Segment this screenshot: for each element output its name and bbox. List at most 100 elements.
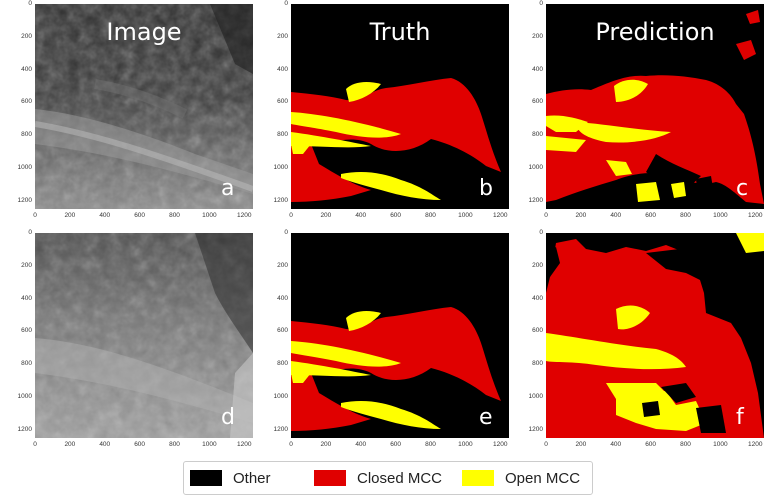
x-tick-label: 800 [425, 212, 436, 219]
x-tick-label: 1200 [237, 441, 252, 448]
y-tick-label: 0 [539, 0, 543, 7]
y-tick-label: 400 [21, 65, 32, 73]
x-tick-label: 400 [355, 441, 367, 448]
y-tick-label: 400 [277, 294, 288, 302]
panel-label-f: f [736, 405, 744, 430]
x-tick-label: 200 [320, 212, 332, 219]
panel-b-truth: Truth b [291, 4, 509, 209]
x-tick-label: 1000 [202, 441, 217, 448]
column-title-prediction: Prediction [595, 18, 715, 46]
x-tick-label: 0 [33, 441, 37, 448]
y-tick-label: 200 [532, 261, 543, 269]
y-tick-label: 200 [277, 261, 288, 269]
x-tick-label: 800 [680, 212, 691, 219]
x-tick-label: 600 [134, 212, 146, 219]
legend-swatch-closed-mcc [314, 470, 346, 486]
x-tick-label: 1000 [202, 212, 217, 219]
x-tick-label: 400 [99, 212, 111, 219]
x-tick-label: 200 [575, 441, 587, 448]
y-tick-label: 800 [277, 360, 288, 368]
x-tick-label: 1000 [713, 441, 728, 448]
x-tick-label: 400 [355, 212, 367, 219]
y-tick-label: 400 [277, 65, 288, 73]
y-tick-label: 1000 [273, 164, 288, 171]
x-tick-label: 0 [289, 212, 293, 219]
legend-item-closed-mcc: Closed MCC [314, 468, 442, 488]
x-tick-label: 600 [390, 212, 402, 219]
x-tick-label: 0 [33, 212, 37, 219]
x-tick-label: 200 [575, 212, 587, 219]
x-tick-label: 800 [169, 441, 180, 448]
y-tick-label: 1200 [17, 196, 32, 204]
x-tick-label: 400 [610, 212, 622, 219]
x-tick-label: 0 [289, 441, 293, 448]
legend-item-open-mcc: Open MCC [462, 468, 580, 488]
y-tick-label: 800 [277, 131, 288, 139]
legend-label-open-mcc: Open MCC [505, 469, 581, 487]
column-title-truth: Truth [369, 18, 431, 46]
y-tick-label: 600 [21, 98, 32, 106]
x-tick-label: 800 [425, 441, 436, 448]
y-tick-label: 1000 [17, 393, 32, 400]
y-tick-label: 200 [21, 261, 32, 269]
legend-swatch-open-mcc [462, 470, 494, 486]
y-tick-label: 600 [277, 327, 288, 335]
y-tick-label: 200 [21, 32, 32, 40]
y-tick-label: 1000 [528, 164, 543, 171]
x-tick-label: 200 [64, 441, 76, 448]
panel-label-e: e [479, 405, 493, 430]
panel-e-truth: e [291, 233, 509, 438]
x-tick-label: 0 [544, 212, 548, 219]
x-tick-label: 600 [645, 441, 657, 448]
x-tick-label: 200 [320, 441, 332, 448]
y-tick-label: 1000 [17, 164, 32, 171]
y-tick-label: 0 [284, 0, 288, 7]
x-tick-label: 600 [390, 441, 402, 448]
x-tick-label: 1000 [458, 212, 473, 219]
panel-label-d: d [221, 405, 235, 430]
y-tick-label: 200 [277, 32, 288, 40]
y-tick-label: 800 [532, 131, 543, 139]
y-tick-label: 400 [21, 294, 32, 302]
x-tick-label: 1000 [458, 441, 473, 448]
panel-a-image: Image a [35, 4, 253, 209]
panel-label-b: b [479, 176, 493, 201]
x-tick-label: 600 [134, 441, 146, 448]
y-tick-label: 200 [532, 32, 543, 40]
panel-d-image: d [35, 233, 253, 438]
y-tick-label: 0 [28, 229, 32, 236]
x-tick-label: 1000 [713, 212, 728, 219]
y-tick-label: 800 [21, 131, 32, 139]
x-tick-label: 800 [169, 212, 180, 219]
y-tick-label: 1000 [528, 393, 543, 400]
y-tick-label: 0 [28, 0, 32, 7]
column-title-image: Image [106, 18, 182, 46]
y-tick-label: 600 [277, 98, 288, 106]
x-tick-label: 1200 [493, 441, 508, 448]
x-tick-label: 800 [680, 441, 691, 448]
y-tick-label: 600 [532, 98, 543, 106]
y-tick-label: 1200 [17, 425, 32, 433]
panel-label-a: a [221, 176, 235, 201]
y-tick-label: 0 [284, 229, 288, 236]
x-tick-label: 200 [64, 212, 76, 219]
y-tick-label: 0 [539, 229, 543, 236]
y-tick-label: 1000 [273, 393, 288, 400]
x-tick-label: 600 [645, 212, 657, 219]
legend: Other Closed MCC Open MCC [183, 461, 593, 495]
x-tick-label: 1200 [493, 212, 508, 219]
y-tick-label: 1200 [273, 196, 288, 204]
y-tick-label: 800 [21, 360, 32, 368]
panel-f-prediction: f [546, 233, 764, 438]
x-tick-label: 0 [544, 441, 548, 448]
y-tick-label: 800 [532, 360, 543, 368]
y-tick-label: 600 [21, 327, 32, 335]
x-tick-label: 1200 [237, 212, 252, 219]
legend-swatch-other [190, 470, 222, 486]
y-tick-label: 400 [532, 294, 543, 302]
y-tick-label: 400 [532, 65, 543, 73]
y-tick-label: 1200 [528, 196, 543, 204]
legend-label-other: Other [233, 469, 271, 487]
y-tick-label: 600 [532, 327, 543, 335]
y-tick-label: 1200 [528, 425, 543, 433]
